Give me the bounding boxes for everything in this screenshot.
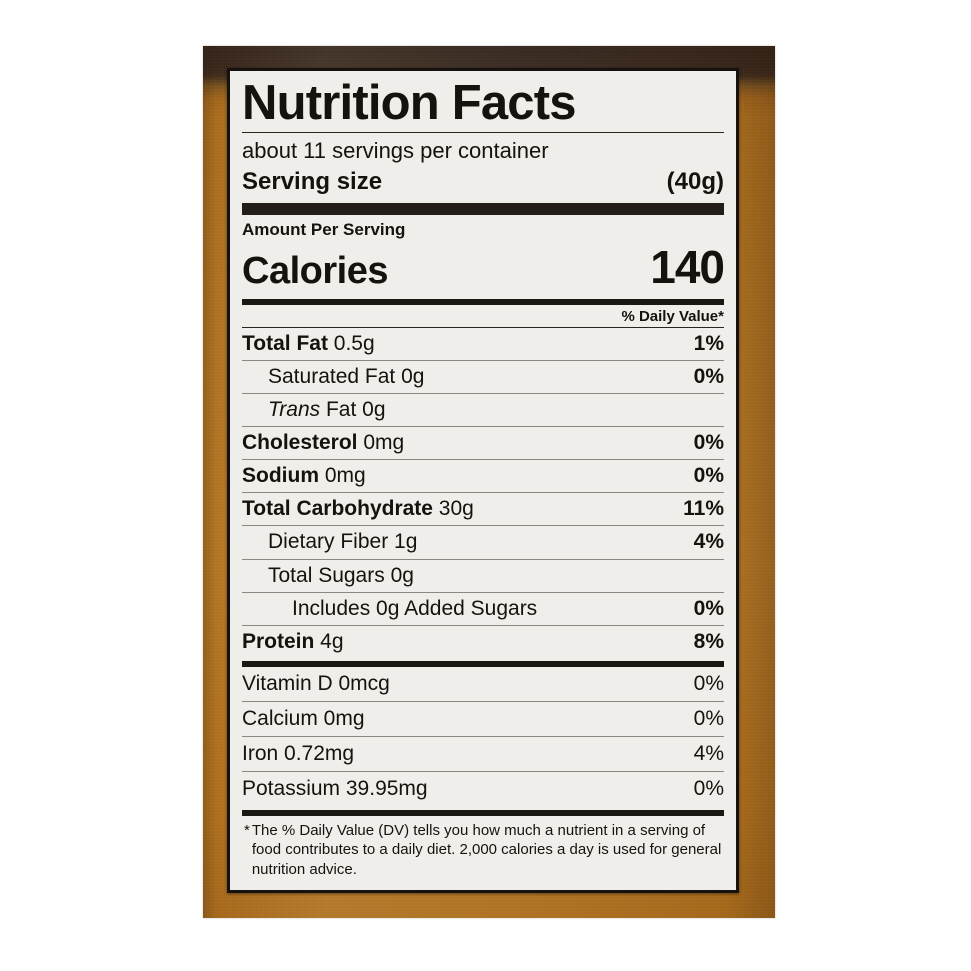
footnote-asterisk: * bbox=[244, 821, 250, 839]
vitamin-daily-value: 0% bbox=[693, 672, 724, 695]
vitamin-name: Iron 0.72mg bbox=[242, 742, 355, 766]
nutrient-daily-value: 0% bbox=[693, 464, 724, 488]
nutrient-daily-value: 0% bbox=[693, 364, 724, 388]
vitamin-daily-value: 0% bbox=[693, 707, 724, 731]
footnote-text: The % Daily Value (DV) tells you how muc… bbox=[251, 821, 722, 879]
vitamin-daily-value: 4% bbox=[693, 742, 724, 766]
vitamin-daily-value: 0% bbox=[693, 777, 724, 801]
vitamin-name: Vitamin D 0mcg bbox=[242, 672, 390, 695]
vitamin-row: Potassium 39.95mg 0% bbox=[242, 771, 724, 806]
nutrient-daily-value: 0% bbox=[693, 431, 724, 455]
nutrition-facts-label: Nutrition Facts about 11 servings per co… bbox=[227, 68, 739, 893]
nutrient-row: Dietary Fiber 1g 4% bbox=[242, 525, 724, 558]
vitamins-divider bbox=[242, 661, 724, 667]
nutrient-row: Includes 0g Added Sugars 0% bbox=[242, 591, 724, 625]
nutrient-row: Cholesterol 0mg 0% bbox=[242, 426, 724, 459]
nutrient-daily-value: 1% bbox=[693, 331, 724, 355]
vitamin-row: Iron 0.72mg 4% bbox=[242, 736, 724, 771]
calories-divider bbox=[242, 298, 724, 305]
footnote-divider bbox=[242, 809, 724, 816]
nutrient-name: Protein 4g bbox=[242, 629, 344, 653]
nutrient-daily-value: 4% bbox=[693, 530, 724, 554]
vitamin-name: Potassium 39.95mg bbox=[242, 777, 428, 801]
serving-size-label: Serving size bbox=[242, 167, 383, 195]
calories-label: Calories bbox=[242, 249, 388, 292]
amount-per-serving-label: Amount Per Serving bbox=[242, 219, 406, 239]
nutrient-name: Total Fat 0.5g bbox=[242, 331, 375, 355]
serving-size-value: (40g) bbox=[666, 167, 724, 195]
serving-divider bbox=[242, 202, 724, 215]
nutrient-name: Total Carbohydrate 30g bbox=[242, 497, 474, 521]
nutrient-list: Total Fat 0.5g 1% Saturated Fat 0g 0% Trans … bbox=[242, 326, 724, 658]
nutrient-row: Protein 4g 8% bbox=[242, 624, 724, 658]
nutrient-name: Saturated Fat 0g bbox=[268, 364, 425, 388]
servings-per-container: about 11 servings per container bbox=[242, 137, 549, 163]
nutrient-daily-value: 11% bbox=[683, 497, 724, 521]
vitamin-list: Vitamin D 0mcg 0% Calcium 0mg 0% Iron 0.72mg… bbox=[242, 667, 724, 807]
nutrient-row: Saturated Fat 0g 0% bbox=[242, 359, 724, 393]
nutrient-row: Trans Fat 0g bbox=[242, 392, 724, 426]
serving-size-row: Serving size (40g) bbox=[242, 166, 724, 199]
nutrient-daily-value: 8% bbox=[693, 629, 724, 653]
nutrient-row: Sodium 0mg 0% bbox=[242, 459, 724, 492]
vitamin-name: Calcium 0mg bbox=[242, 707, 365, 731]
calories-value: 140 bbox=[650, 240, 725, 293]
nutrient-name: Sodium 0mg bbox=[242, 464, 366, 488]
nutrient-daily-value: 0% bbox=[693, 596, 724, 620]
nutrient-row: Total Sugars 0g bbox=[242, 558, 724, 592]
vitamin-row: Calcium 0mg 0% bbox=[242, 701, 724, 736]
nutrient-row: Total Carbohydrate 30g 11% bbox=[242, 492, 724, 525]
nutrient-name: Trans Fat 0g bbox=[268, 397, 386, 421]
label-title: Nutrition Facts bbox=[242, 76, 577, 130]
footnote: * The % Daily Value (DV) tells you how m… bbox=[242, 816, 724, 882]
nutrient-row: Total Fat 0.5g 1% bbox=[242, 326, 724, 360]
nutrient-name: Dietary Fiber 1g bbox=[268, 530, 418, 554]
calories-row: Calories 140 bbox=[242, 240, 725, 296]
nutrient-name: Total Sugars 0g bbox=[268, 563, 414, 587]
nutrient-name: Cholesterol 0mg bbox=[242, 431, 405, 455]
daily-value-header: % Daily Value* bbox=[621, 307, 724, 325]
vitamin-row: Vitamin D 0mcg 0% bbox=[242, 667, 724, 701]
title-divider bbox=[242, 131, 724, 133]
nutrient-name: Includes 0g Added Sugars bbox=[292, 596, 538, 620]
